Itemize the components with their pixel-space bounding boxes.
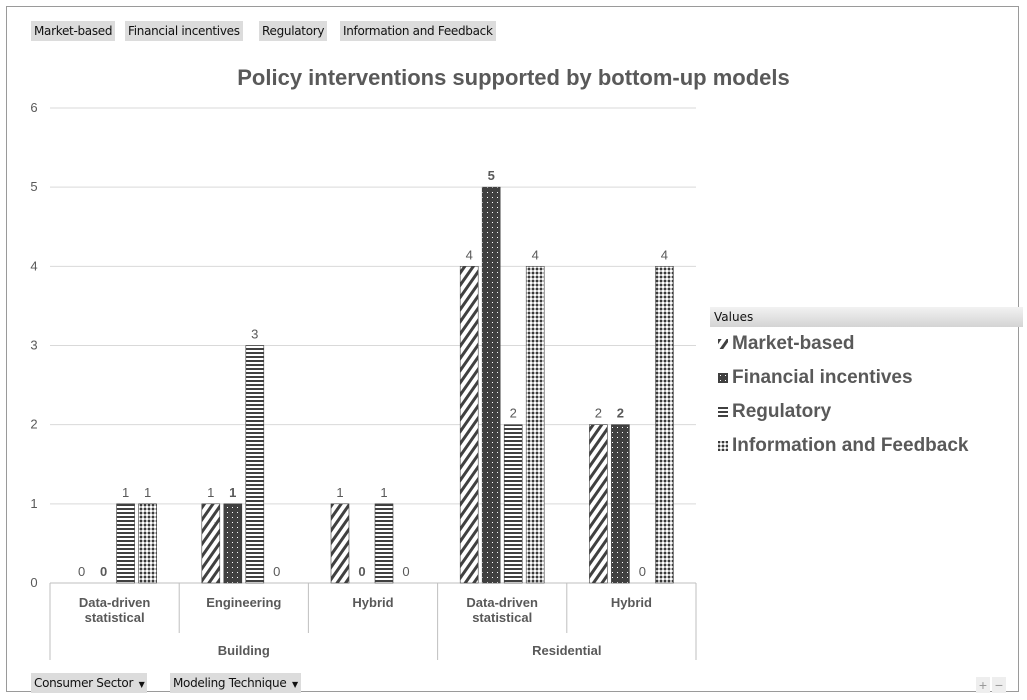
data-label: 0 xyxy=(273,564,280,579)
x-tick-label: statistical xyxy=(472,610,532,625)
legend-item-information-feedback: Information and Feedback xyxy=(710,429,1023,463)
y-tick-label: 5 xyxy=(30,179,37,194)
group-label: Residential xyxy=(532,643,601,658)
legend-header: Values xyxy=(710,307,1023,327)
data-label: 1 xyxy=(336,485,343,500)
legend-item-market-based: Market-based xyxy=(710,327,1023,361)
y-tick-label: 6 xyxy=(30,100,37,115)
bar xyxy=(201,503,221,584)
bar xyxy=(374,503,394,584)
bar xyxy=(138,503,157,584)
y-tick-label: 4 xyxy=(30,258,37,273)
bar xyxy=(459,266,479,584)
filter-market-based[interactable]: Market-based xyxy=(31,21,116,41)
dropdown-arrow-icon: ▼ xyxy=(291,680,298,689)
data-label: 1 xyxy=(380,485,387,500)
bar xyxy=(330,503,350,584)
filter-financial-incentives[interactable]: Financial incentives xyxy=(125,21,243,41)
data-label: 1 xyxy=(144,485,151,500)
x-tick-label: Engineering xyxy=(206,595,281,610)
bar xyxy=(611,424,630,584)
group-label: Building xyxy=(218,643,270,658)
x-tick-label: Hybrid xyxy=(611,595,652,610)
bar xyxy=(245,345,265,584)
bar xyxy=(525,266,545,584)
y-tick-label: 0 xyxy=(30,575,37,590)
zoom-in-button[interactable]: + xyxy=(976,677,990,693)
data-label: 1 xyxy=(207,485,214,500)
filter-label: Modeling Technique xyxy=(173,676,287,690)
legend-label: Information and Feedback xyxy=(732,435,969,456)
legend: Values Market-based Financial incentives… xyxy=(710,307,1023,463)
y-tick-label: 1 xyxy=(30,496,37,511)
data-label: 1 xyxy=(122,485,129,500)
chart-title: Policy interventions supported by bottom… xyxy=(237,65,790,90)
data-label: 0 xyxy=(358,564,365,579)
legend-item-financial-incentives: Financial incentives xyxy=(710,361,1023,395)
y-tick-label: 2 xyxy=(30,417,37,432)
bar xyxy=(503,424,523,584)
data-label: 2 xyxy=(595,406,602,421)
legend-label: Regulatory xyxy=(732,401,832,422)
data-label: 0 xyxy=(639,564,646,579)
legend-swatch-financial-incentives xyxy=(718,373,728,383)
legend-label: Financial incentives xyxy=(732,367,913,388)
bar xyxy=(223,503,243,584)
x-tick-label: Hybrid xyxy=(352,595,393,610)
filter-consumer-sector[interactable]: Consumer Sector ▼ xyxy=(31,673,148,693)
bar xyxy=(589,424,608,584)
filter-modeling-technique[interactable]: Modeling Technique ▼ xyxy=(170,673,301,693)
y-tick-label: 3 xyxy=(30,338,37,353)
data-label: 2 xyxy=(617,406,624,421)
legend-swatch-information-feedback xyxy=(718,441,728,451)
legend-label: Market-based xyxy=(732,333,855,354)
legend-swatch-market-based xyxy=(718,339,728,349)
bar xyxy=(481,186,501,584)
data-label: 3 xyxy=(251,327,258,342)
bar xyxy=(116,503,135,584)
bar xyxy=(655,266,674,584)
data-label: 0 xyxy=(78,564,85,579)
filter-label: Consumer Sector xyxy=(34,676,134,690)
data-label: 4 xyxy=(532,247,539,262)
data-label: 0 xyxy=(100,564,107,579)
x-tick-label: Data-driven xyxy=(466,595,538,610)
data-label: 1 xyxy=(229,485,236,500)
legend-swatch-regulatory xyxy=(718,407,728,417)
x-tick-label: statistical xyxy=(85,610,145,625)
data-label: 5 xyxy=(488,168,495,183)
x-tick-label: Data-driven xyxy=(79,595,151,610)
filter-information-feedback[interactable]: Information and Feedback xyxy=(340,21,496,41)
data-label: 4 xyxy=(661,247,668,262)
filter-regulatory[interactable]: Regulatory xyxy=(259,21,328,41)
data-label: 2 xyxy=(510,406,517,421)
data-label: 4 xyxy=(466,247,473,262)
legend-item-regulatory: Regulatory xyxy=(710,395,1023,429)
dropdown-arrow-icon: ▼ xyxy=(138,680,145,689)
zoom-out-button[interactable]: − xyxy=(992,677,1006,693)
data-label: 0 xyxy=(402,564,409,579)
